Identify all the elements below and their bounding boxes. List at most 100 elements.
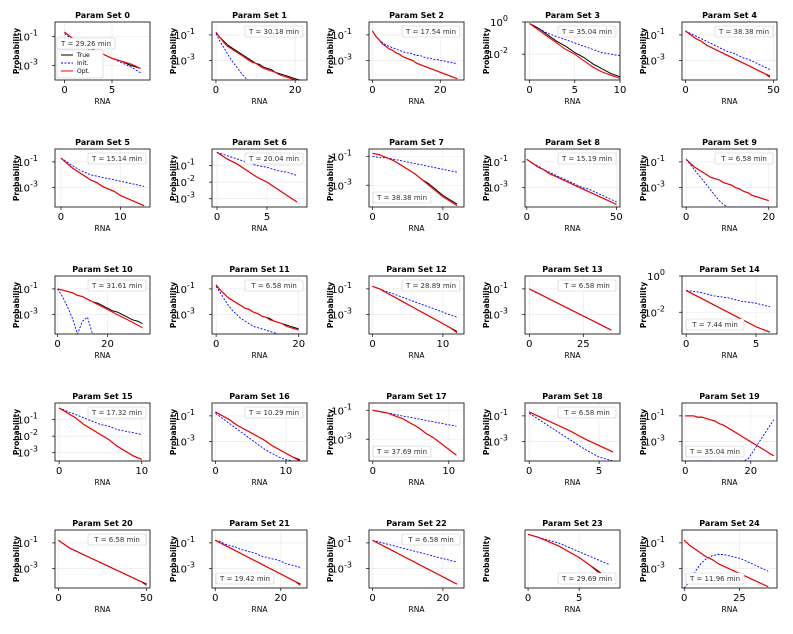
subplot-7: Param Set 7 0 10 10-1 10-3 RNA Probability T = … [326,138,465,233]
series-init-line [215,286,299,334]
axes-frame [368,21,465,81]
y-tick-label: 10-3 [17,180,38,195]
plot-area [526,158,617,205]
time-annotation: T = 17.54 min [401,25,461,38]
x-tick-label: 5 [572,85,578,96]
series-opt-line [526,158,617,205]
y-tick-label: 10-1 [174,158,195,173]
x-tick-label: 0 [681,593,687,604]
y-tick-label: 10-1 [174,535,195,550]
x-tick-label: 5 [264,212,270,223]
x-axis-label: RNA [409,224,426,233]
subplot-21: Param Set 21 0 20 10-1 10-3 RNA Probability T =… [169,519,308,614]
time-annotation: T = 15.19 min [557,152,617,165]
y-tick-label: 10-1 [17,29,38,44]
series-opt-line [529,23,620,79]
x-axis-label: RNA [565,478,582,487]
series-opt-line [58,407,142,460]
annotation-text: T = 35.04 min [561,28,612,36]
y-tick-label: 10-3 [174,307,195,322]
plot-area [215,31,301,80]
y-axis-label: Probability [482,28,491,74]
x-tick-label: 0 [369,212,375,223]
annotation-box [557,572,617,585]
x-tick-label: 0 [214,212,220,223]
y-tick-label: 10-1 [331,402,352,417]
subplot-title: Param Set 7 [389,138,444,147]
x-tick-label: 10 [614,85,627,96]
subplot-1: Param Set 1 0 20 10-1 10-3 RNA Probability T = … [169,11,308,106]
subplot-title: Param Set 4 [702,11,757,20]
series-true-line [526,158,617,205]
plot-area [372,285,458,334]
y-tick-label: 100 [490,14,508,29]
y-axis-label: Probability [12,409,21,455]
annotation-text: T = 29.69 min [561,575,612,583]
subplot-title: Param Set 20 [72,519,133,528]
series-opt-line [372,539,458,585]
annotation-text: T = 6.58 min [250,282,297,290]
series-init-line [526,158,617,203]
y-tick-label: 10-3 [331,177,352,192]
x-axis-label: RNA [95,478,112,487]
annotation-box [685,445,745,458]
x-tick-label: 10 [135,466,148,477]
x-axis-label: RNA [252,478,269,487]
y-axis-label: Probability [12,282,21,328]
subplot-title: Param Set 23 [542,519,602,528]
y-tick-label: 10-1 [174,281,195,296]
y-tick-label: 10-2 [644,304,665,319]
y-axis-label: Probability [12,155,21,201]
series-true-line [57,288,143,325]
series-init-line [215,33,250,80]
x-axis-label: RNA [565,97,582,106]
annotation-text: T = 15.14 min [91,155,142,163]
annotation-box [401,533,461,546]
plot-area [529,23,620,79]
x-tick-label: 20 [744,466,757,477]
time-annotation: T = 31.61 min [87,279,147,292]
x-tick-label: 0 [524,212,530,223]
series-opt-line [685,158,769,202]
x-tick-label: 0 [526,466,532,477]
plot-area [685,158,769,207]
annotation-text: T = 38.38 min [376,194,427,202]
annotation-text: T = 6.58 min [720,155,767,163]
subplot-title: Param Set 9 [702,138,757,147]
y-tick-label: 10-1 [487,154,508,169]
y-tick-label: 10-2 [487,46,508,61]
y-tick-label: 10-3 [331,561,352,576]
plot-area [372,409,457,456]
subplot-12: Param Set 12 0 10 10-1 10-3 RNA Probability T =… [326,265,465,360]
subplot-14: Param Set 14 0 5 100 10-2 RNA Probability T = 7… [639,265,778,360]
annotation-box [401,25,461,38]
y-tick-label: 10-1 [331,281,352,296]
annotation-text: T = 6.58 min [407,536,454,544]
x-tick-label: 0 [61,85,67,96]
subplot-6: Param Set 6 0 5 10-110-2 10-3 RNA Probability T… [169,138,308,233]
series-init-line [683,554,769,588]
subplot-title: Param Set 19 [699,392,760,401]
axes-frame [54,529,151,589]
plot-area [215,411,301,461]
x-axis-label: RNA [252,224,269,233]
annotation-box [557,279,617,292]
subplot-title: Param Set 5 [75,138,130,147]
y-tick-label: 10-3 [644,434,665,449]
series-init-line [372,285,458,318]
series-true-line [215,284,299,330]
subplot-5: Param Set 5 0 10 10-1 10-3 RNA Probability T = … [12,138,151,233]
y-axis-label: Probability [326,282,335,328]
x-tick-label: 0 [369,339,375,350]
time-annotation: T = 28.89 min [401,279,461,292]
time-annotation: T = 6.58 min [557,279,617,292]
x-axis-label: RNA [565,224,582,233]
y-axis-label: Probability [12,536,21,582]
x-tick-label: 10 [437,339,450,350]
plot-area [215,284,299,334]
y-axis-label: Probability [326,28,335,74]
x-axis-label: RNA [722,224,739,233]
x-tick-label: 50 [140,593,153,604]
annotation-text: T = 38.38 min [718,28,769,36]
